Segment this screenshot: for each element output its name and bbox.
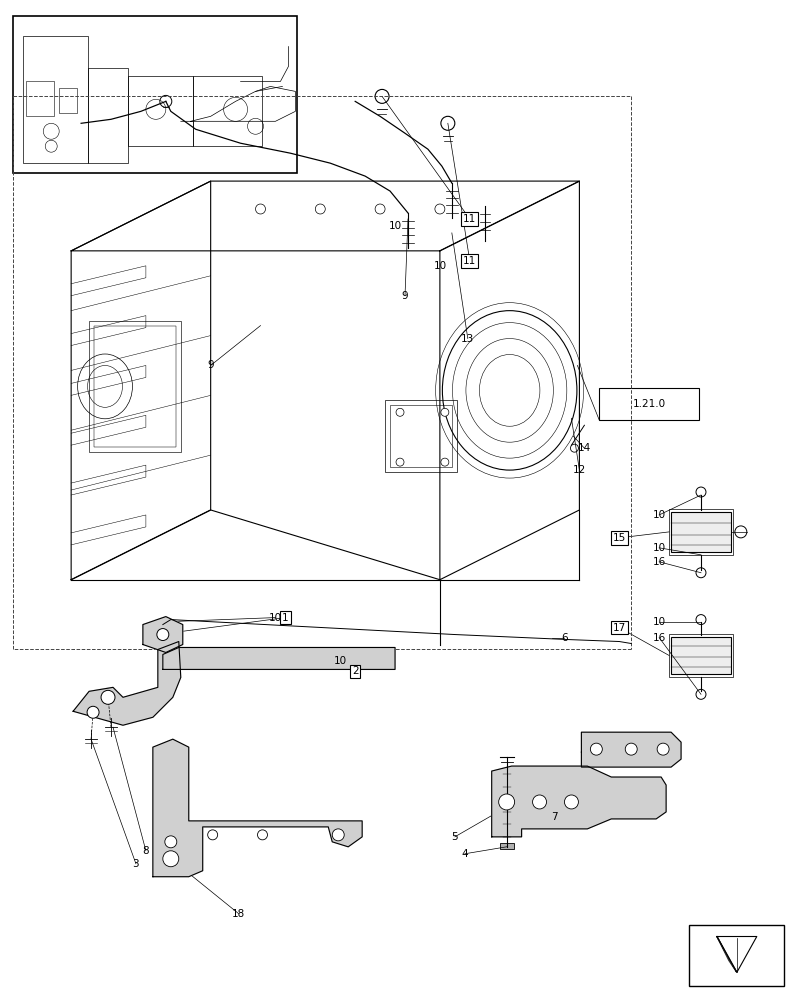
Polygon shape [736, 937, 756, 972]
Text: 18: 18 [232, 909, 245, 919]
Polygon shape [163, 647, 394, 669]
Polygon shape [73, 642, 181, 725]
Polygon shape [152, 739, 362, 877]
Text: 4: 4 [461, 849, 467, 859]
Text: 15: 15 [611, 533, 625, 543]
Bar [668, 509, 732, 555]
Circle shape [332, 829, 344, 841]
Text: 17: 17 [611, 623, 625, 633]
Polygon shape [716, 937, 736, 972]
Bar [192, 76, 262, 146]
Text: 12: 12 [572, 465, 586, 475]
Text: 8: 8 [143, 846, 149, 856]
Bar [89, 321, 181, 452]
Text: 10: 10 [388, 221, 401, 231]
Circle shape [590, 743, 602, 755]
Text: 10: 10 [652, 617, 665, 627]
Bar [384, 400, 457, 472]
Bar [128, 76, 192, 146]
Bar [668, 634, 732, 677]
Circle shape [101, 690, 115, 704]
Text: 10: 10 [433, 261, 446, 271]
Bar [689, 925, 783, 986]
Circle shape [498, 794, 514, 810]
Circle shape [532, 795, 546, 809]
Circle shape [396, 458, 404, 466]
Text: 3: 3 [132, 859, 139, 869]
Polygon shape [143, 617, 182, 652]
Text: 6: 6 [560, 633, 567, 643]
Text: 10: 10 [268, 613, 281, 623]
Circle shape [257, 830, 267, 840]
Circle shape [624, 743, 637, 755]
Text: 14: 14 [577, 443, 590, 453]
Text: 1.21.0: 1.21.0 [632, 399, 665, 409]
Circle shape [440, 408, 448, 416]
Bar [13, 16, 297, 173]
Bar [26, 81, 54, 116]
Text: 7: 7 [551, 812, 557, 822]
Circle shape [564, 795, 577, 809]
Circle shape [165, 836, 177, 848]
Circle shape [87, 706, 99, 718]
Circle shape [208, 830, 217, 840]
Text: 1: 1 [281, 613, 289, 623]
Text: 10: 10 [652, 543, 665, 553]
Text: 13: 13 [461, 334, 474, 344]
Text: 2: 2 [351, 666, 358, 676]
Polygon shape [581, 732, 680, 767]
Bar [599, 388, 698, 420]
Circle shape [656, 743, 668, 755]
Text: 11: 11 [462, 214, 476, 224]
Text: 10: 10 [652, 510, 665, 520]
Circle shape [440, 458, 448, 466]
Text: 10: 10 [333, 656, 346, 666]
Text: 5: 5 [451, 832, 457, 842]
Bar [670, 512, 730, 552]
Bar [94, 326, 175, 447]
Text: 16: 16 [652, 557, 665, 567]
Bar [88, 68, 128, 163]
Bar [670, 637, 730, 674]
Bar [24, 36, 88, 163]
Bar [499, 843, 513, 849]
Circle shape [157, 629, 169, 641]
Bar [59, 88, 77, 113]
Polygon shape [491, 766, 665, 837]
Text: 9: 9 [401, 291, 408, 301]
Circle shape [396, 408, 404, 416]
Text: 11: 11 [462, 256, 476, 266]
Text: 16: 16 [652, 633, 665, 643]
Bar [389, 405, 451, 467]
Circle shape [163, 851, 178, 867]
Text: 9: 9 [207, 360, 214, 370]
